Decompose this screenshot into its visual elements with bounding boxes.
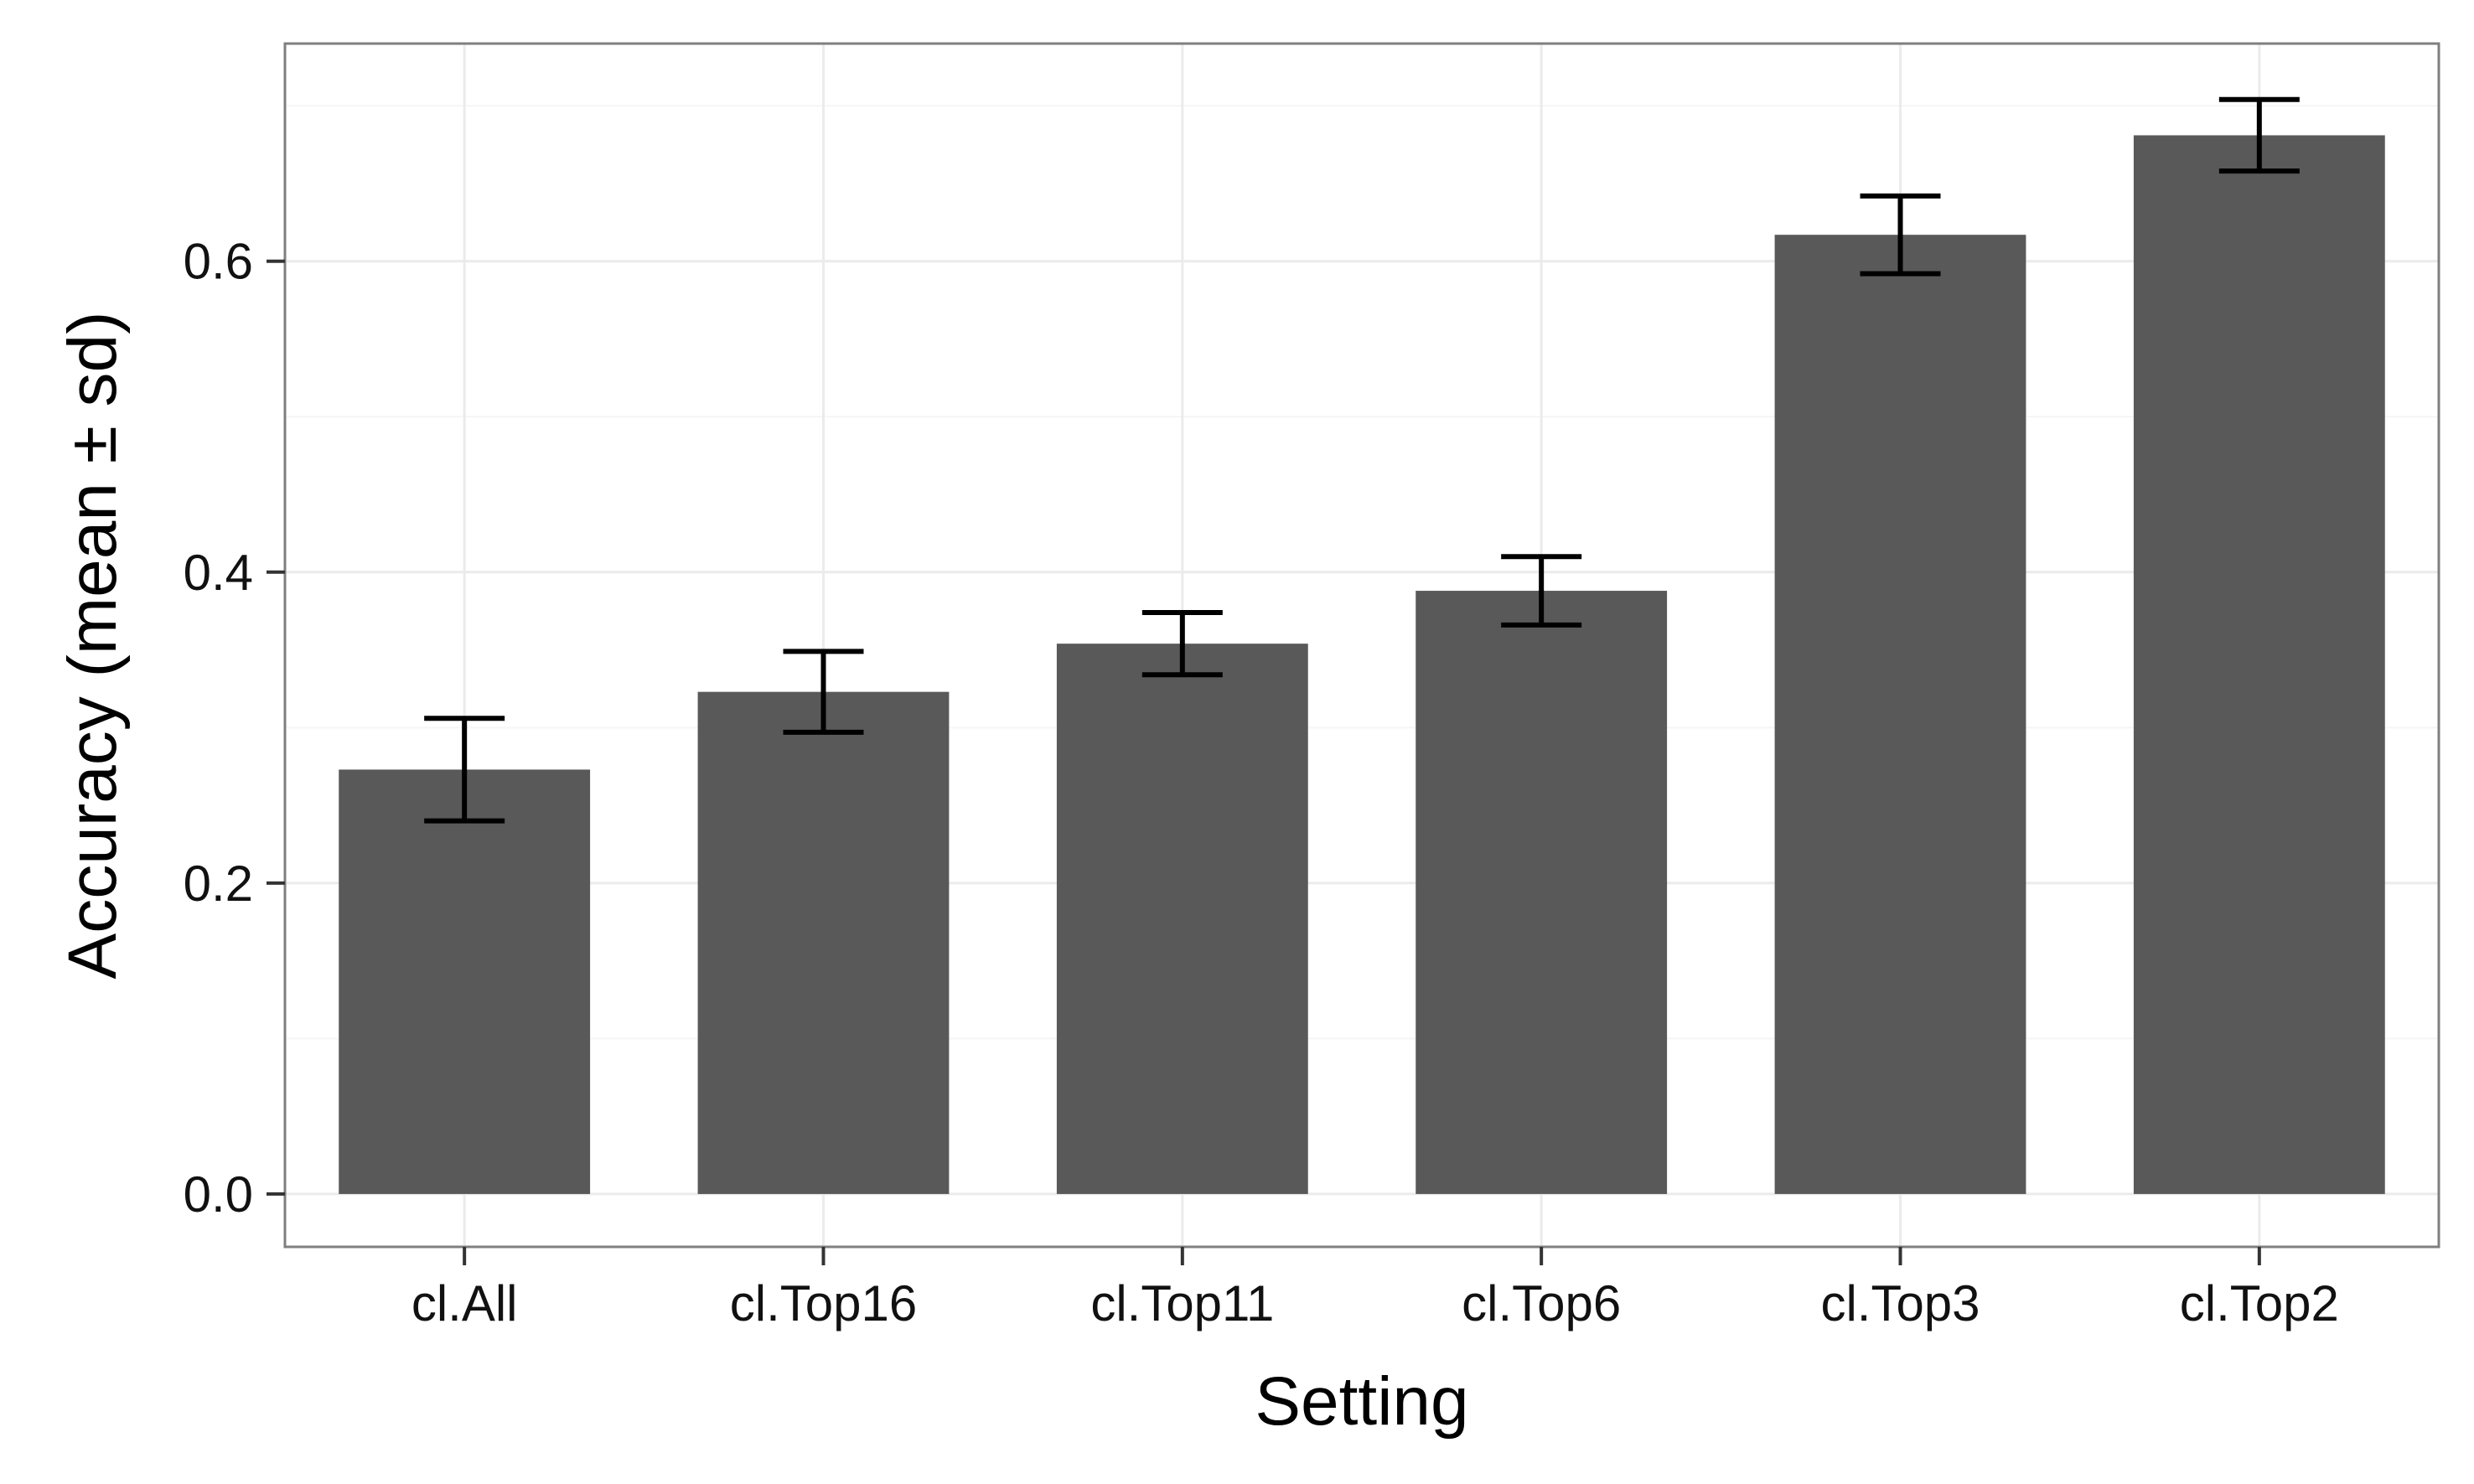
bar-cl-top16 [697,691,950,1194]
bar-cl-top2 [2133,135,2385,1194]
x-tick-label: cl.Top3 [1820,1275,1980,1331]
bars [339,135,2385,1194]
y-tick-label: 0.6 [184,234,253,290]
error-bar-cl-top16 [783,649,864,735]
x-tick-label: cl.All [411,1275,518,1331]
x-axis-title: Setting [1255,1363,1468,1440]
y-tick-label: 0.0 [184,1166,253,1223]
bar-cl-top6 [1416,591,1668,1194]
x-tick-label: cl.Top16 [730,1275,917,1331]
x-tick-labels: cl.All cl.Top16 cl.Top11 cl.Top6 cl.Top3 cl.T… [411,1275,2339,1331]
bar-cl-top11 [1056,644,1308,1194]
error-bar-cl-top2 [2218,96,2300,174]
bar-cl-all [339,769,591,1194]
x-tick-label: cl.Top6 [1462,1275,1621,1331]
error-bar-cl-top6 [1501,554,1582,628]
error-bar-cl-top11 [1141,610,1223,678]
error-bar-cl-top3 [1860,193,1941,277]
y-tick-label: 0.2 [184,856,253,912]
y-tick-labels: 0.0 0.2 0.4 0.6 [184,234,253,1223]
x-tick-label: cl.Top2 [2180,1275,2339,1331]
panel-border [283,42,2440,1249]
bar-cl-top3 [1774,235,2026,1194]
y-axis-title: Accuracy (mean ± sd) [54,312,131,980]
error-bar-cl-all [424,716,505,824]
x-tick-label: cl.Top11 [1090,1275,1274,1331]
y-tick-label: 0.4 [184,545,253,601]
error-bars [424,96,2300,824]
axis-ticks [267,259,2261,1265]
